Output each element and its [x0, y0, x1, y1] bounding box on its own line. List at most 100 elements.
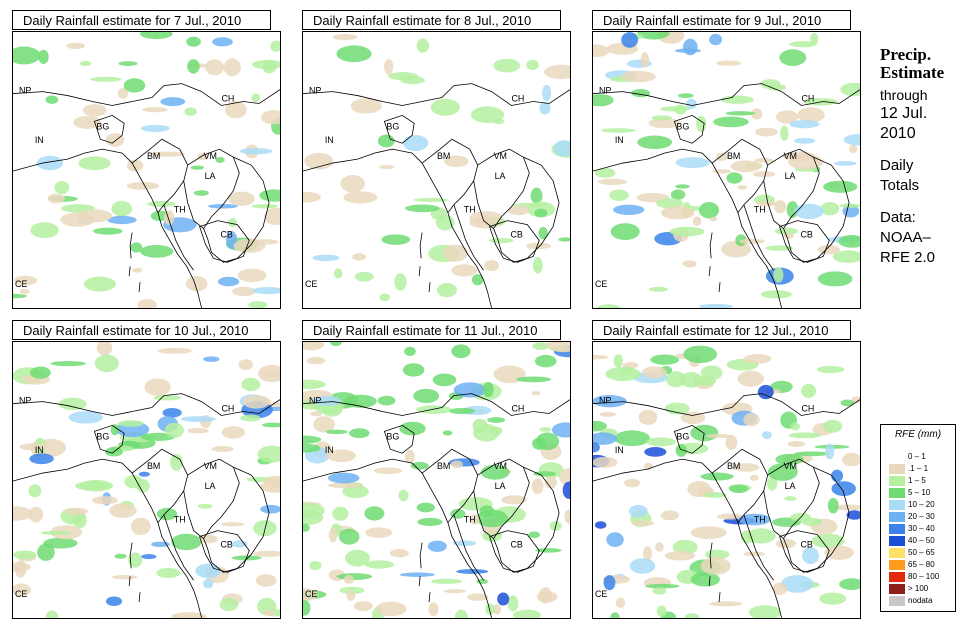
- rain-patch: [743, 551, 766, 557]
- rain-patch: [757, 384, 774, 400]
- border-line: [13, 83, 280, 106]
- rain-patch: [538, 226, 548, 240]
- rain-patch: [259, 189, 280, 202]
- region-label-np: NP: [19, 396, 31, 406]
- rain-patch: [404, 449, 415, 464]
- border-line: [593, 458, 782, 618]
- rain-patch: [690, 526, 727, 540]
- border-line: [673, 114, 705, 144]
- rain-patch: [114, 553, 127, 559]
- border-line: [203, 156, 270, 263]
- rain-patch: [831, 469, 844, 483]
- rain-patch: [593, 432, 618, 445]
- daily-label-2: Totals: [880, 177, 920, 194]
- rain-patch: [493, 58, 521, 73]
- rain-patch: [30, 222, 59, 239]
- legend-item: 40 – 50: [889, 535, 949, 546]
- rain-patch: [303, 588, 318, 602]
- rain-patch: [264, 207, 280, 226]
- rain-patch: [613, 204, 645, 215]
- rain-patch: [92, 496, 118, 505]
- rain-patch: [533, 471, 557, 477]
- rain-patch: [839, 203, 860, 208]
- rain-patch: [19, 288, 30, 295]
- rain-patch: [193, 190, 209, 196]
- rain-patch: [716, 152, 728, 161]
- panel-title: Daily Rainfall estimate for 7 Jul., 2010: [12, 10, 271, 30]
- rain-patch: [641, 366, 667, 379]
- rainfall-map-jul-7: Daily Rainfall estimate for 7 Jul., 2010…: [12, 10, 281, 309]
- rain-patch: [846, 510, 860, 520]
- rain-patch: [674, 48, 701, 53]
- rain-patch: [594, 168, 616, 178]
- rain-patch: [624, 478, 641, 488]
- rain-patch: [399, 572, 435, 577]
- end-date-line-1: 12 Jul.: [880, 105, 928, 122]
- rain-patch: [211, 446, 234, 453]
- rain-patch: [848, 144, 858, 154]
- region-label-np: NP: [309, 396, 321, 406]
- rain-patch: [651, 115, 673, 121]
- rain-patch: [126, 159, 144, 172]
- rain-patch: [819, 592, 847, 605]
- border-line: [673, 424, 705, 454]
- rain-patch: [784, 496, 797, 501]
- rain-patch: [304, 152, 334, 170]
- rain-patch: [637, 135, 673, 150]
- rain-patch: [452, 540, 477, 547]
- border-line: [303, 393, 570, 416]
- rain-patch: [208, 203, 238, 209]
- rain-patch: [841, 452, 860, 467]
- rain-patch: [14, 560, 27, 578]
- rain-patch: [377, 395, 396, 406]
- rain-patch: [767, 476, 778, 491]
- map-area: NP IN BG CH BM VM LA TH CB CE: [302, 31, 571, 309]
- rain-patch: [536, 591, 558, 603]
- legend-label: 5 – 10: [908, 488, 931, 497]
- border-line: [199, 220, 250, 263]
- rain-patch: [399, 421, 426, 436]
- rain-patch: [144, 378, 171, 396]
- rain-patch: [638, 409, 658, 426]
- rain-patch: [326, 449, 357, 463]
- rain-patch: [93, 227, 123, 235]
- region-label-vm: VM: [494, 461, 507, 471]
- rain-patch: [186, 36, 201, 47]
- rain-patch: [79, 479, 114, 492]
- border-line: [783, 466, 850, 573]
- rain-patch: [680, 411, 706, 425]
- rain-patch: [675, 443, 687, 457]
- rain-patch: [773, 267, 784, 283]
- rain-patch: [664, 550, 696, 561]
- rain-patch: [472, 418, 488, 433]
- rain-patch: [497, 592, 510, 606]
- rain-patch: [751, 108, 763, 120]
- rain-patch: [197, 503, 213, 509]
- rain-patch: [822, 419, 843, 433]
- rain-patch: [381, 234, 411, 245]
- border-line: [708, 232, 721, 293]
- rain-patch: [180, 416, 216, 422]
- rain-patch: [427, 540, 447, 552]
- rain-patch: [212, 37, 233, 47]
- rain-patch: [398, 489, 409, 502]
- rain-patch: [413, 197, 449, 202]
- region-label-bg: BG: [676, 121, 689, 131]
- border-line: [183, 148, 240, 230]
- rain-patch: [716, 60, 742, 66]
- legend-label: 50 – 65: [908, 548, 935, 557]
- rain-patch: [664, 402, 690, 415]
- rain-patch: [767, 84, 787, 91]
- rain-patch: [28, 506, 44, 523]
- border-line: [383, 424, 415, 454]
- legend-swatch: [889, 548, 905, 558]
- rain-patch: [648, 286, 669, 292]
- rain-patch: [242, 394, 270, 409]
- rain-patch: [801, 383, 817, 398]
- rain-patch: [743, 412, 760, 427]
- rain-patch: [739, 238, 766, 244]
- rain-patch: [775, 453, 804, 465]
- border-line: [453, 204, 484, 271]
- rain-patch: [350, 98, 382, 114]
- rain-patch: [609, 189, 629, 201]
